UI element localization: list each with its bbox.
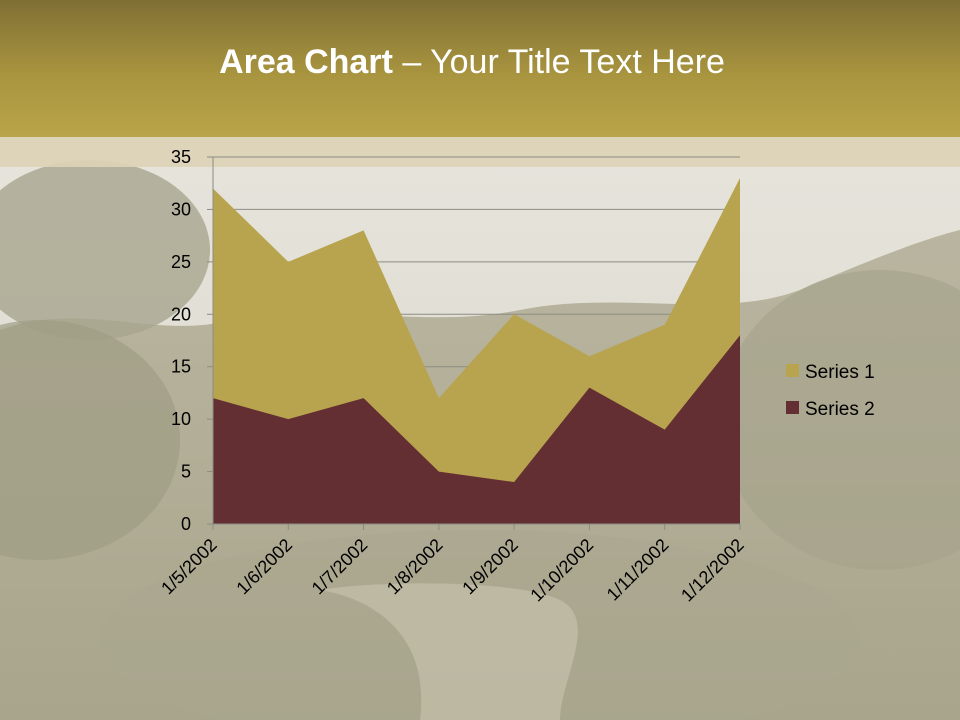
y-axis-ticks: 0 5 10 15 20 25 30 35 xyxy=(171,147,191,534)
series-2-area xyxy=(213,335,740,524)
x-tick-label: 1/6/2002 xyxy=(232,535,296,599)
y-tick-label: 10 xyxy=(171,409,191,429)
x-tick-label: 1/11/2002 xyxy=(603,535,673,605)
legend-label-series-1: Series 1 xyxy=(805,362,875,383)
x-tick-label: 1/9/2002 xyxy=(458,535,522,599)
x-tick-label: 1/8/2002 xyxy=(383,535,447,599)
legend-swatch-series-2 xyxy=(786,401,799,414)
legend-swatch-series-1 xyxy=(786,364,799,377)
chart-areas xyxy=(213,177,740,524)
y-tick-label: 35 xyxy=(171,147,191,167)
slide-title-bold: Area Chart xyxy=(219,43,393,81)
title-bar xyxy=(0,0,960,137)
slide-title-rest: – Your Title Text Here xyxy=(392,43,725,81)
x-axis-ticks: 1/5/2002 1/6/2002 1/7/2002 1/8/2002 1/9/2002… xyxy=(157,535,748,606)
x-tick-label: 1/7/2002 xyxy=(308,535,372,599)
x-tick-label: 1/10/2002 xyxy=(526,535,597,606)
chart-axes xyxy=(207,156,741,530)
y-tick-label: 15 xyxy=(171,357,191,377)
slide-title: Area Chart – Your Title Text Here xyxy=(0,40,944,84)
chart-legend: Series 1 Series 2 xyxy=(786,362,875,420)
y-tick-label: 30 xyxy=(171,199,191,219)
y-tick-label: 25 xyxy=(171,252,191,272)
x-tick-label: 1/12/2002 xyxy=(677,535,748,606)
y-tick-label: 0 xyxy=(181,514,191,534)
y-tick-label: 20 xyxy=(171,304,191,324)
y-tick-label: 5 xyxy=(181,462,191,482)
title-strip xyxy=(0,137,960,167)
legend-label-series-2: Series 2 xyxy=(805,399,875,420)
x-tick-label: 1/5/2002 xyxy=(157,535,221,599)
